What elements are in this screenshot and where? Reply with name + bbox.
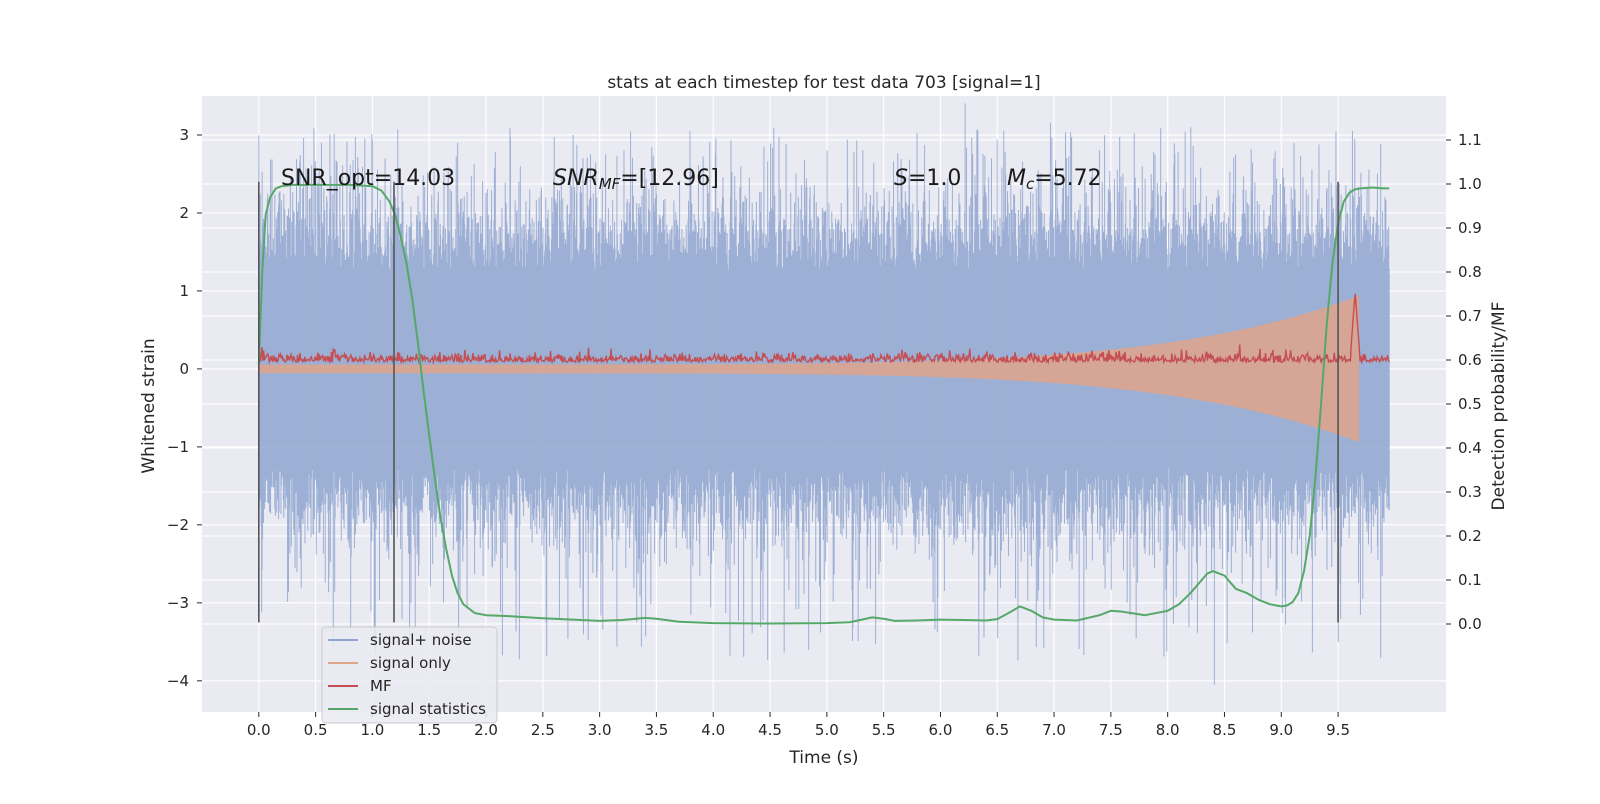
x-tick-label: 0.0	[247, 721, 271, 739]
x-tick-label: 7.5	[1099, 721, 1123, 739]
chart-title: stats at each timestep for test data 703…	[607, 73, 1040, 93]
y-axis-right-title: Detection probability/MF	[1489, 302, 1509, 511]
x-tick-label: 3.0	[588, 721, 612, 739]
x-tick-label: 5.0	[815, 721, 839, 739]
legend-label: signal statistics	[370, 700, 486, 718]
y-right-tick-label: 1.0	[1458, 175, 1482, 193]
y-left-tick-label: 1	[179, 282, 189, 300]
legend-label: signal only	[370, 654, 451, 672]
y-right-tick-label: 0.1	[1458, 571, 1482, 589]
x-axis-title: Time (s)	[788, 748, 858, 768]
y-left-tick-label: 0	[179, 360, 189, 378]
annotation-mc: Mc=5.72	[1007, 166, 1102, 193]
y-right-tick-label: 1.1	[1458, 131, 1482, 149]
y-right-tick-label: 0.4	[1458, 439, 1482, 457]
x-tick-label: 1.5	[417, 721, 441, 739]
annotation-snr-mf: SNRMF=[12.96]	[553, 166, 719, 193]
y-axis-left-title: Whitened strain	[139, 338, 159, 473]
y-right-tick-label: 0.9	[1458, 219, 1482, 237]
series-mf	[258, 293, 1390, 365]
signal-only-envelope	[258, 295, 1360, 443]
legend: signal+ noise signal only MF signal statist…	[321, 626, 498, 724]
y-left-tick-label: 2	[179, 204, 189, 222]
y-right-tick-label: 0.5	[1458, 395, 1482, 413]
data-layer	[257, 103, 1390, 685]
x-tick-label: 3.5	[644, 721, 668, 739]
x-tick-label: 8.0	[1156, 721, 1180, 739]
annotation-s: S=1.0	[894, 166, 961, 191]
axes: 0.0 0.5 1.0 1.5 2.0 2.5 3.0 3.5 4.0 4.5 5.0 5.5 6.0 6…	[167, 126, 1482, 739]
y-left-tick-label: −1	[167, 438, 189, 456]
y-right-tick-label: 0.7	[1458, 307, 1482, 325]
y-right-tick-label: 0.6	[1458, 351, 1482, 369]
x-tick-label: 2.0	[474, 721, 498, 739]
x-tick-label: 7.0	[1042, 721, 1066, 739]
x-tick-label: 5.5	[872, 721, 896, 739]
y-right-tick-label: 0.0	[1458, 615, 1482, 633]
x-tick-label: 4.5	[758, 721, 782, 739]
annotation-snr-opt: SNR_opt=14.03	[281, 166, 455, 191]
x-tick-label: 2.5	[531, 721, 555, 739]
x-tick-label: 1.0	[360, 721, 384, 739]
x-tick-label: 8.5	[1213, 721, 1237, 739]
x-tick-label: 0.5	[304, 721, 328, 739]
series-signal-statistics	[257, 183, 1390, 625]
y-left-tick-label: −3	[167, 594, 189, 612]
legend-label: MF	[370, 677, 392, 695]
y-left-tick-label: 3	[179, 126, 189, 144]
x-tick-label: 6.0	[929, 721, 953, 739]
x-tick-label: 9.5	[1326, 721, 1350, 739]
y-right-tick-label: 0.8	[1458, 263, 1482, 281]
legend-box	[321, 626, 498, 724]
x-tick-label: 9.0	[1269, 721, 1293, 739]
y-left-tick-label: −4	[167, 672, 189, 690]
legend-label: signal+ noise	[370, 631, 472, 649]
annotations: SNR_opt=14.03 SNRMF=[12.96] S=1.0 Mc=5.72	[281, 166, 1102, 193]
y-right-tick-label: 0.3	[1458, 483, 1482, 501]
x-tick-label: 4.0	[701, 721, 725, 739]
mf-trace	[258, 293, 1390, 365]
x-tick-label: 6.5	[985, 721, 1009, 739]
y-left-tick-label: −2	[167, 516, 189, 534]
series-signal-only	[258, 295, 1360, 443]
signal-statistics-line	[257, 183, 1390, 625]
y-right-tick-label: 0.2	[1458, 527, 1482, 545]
